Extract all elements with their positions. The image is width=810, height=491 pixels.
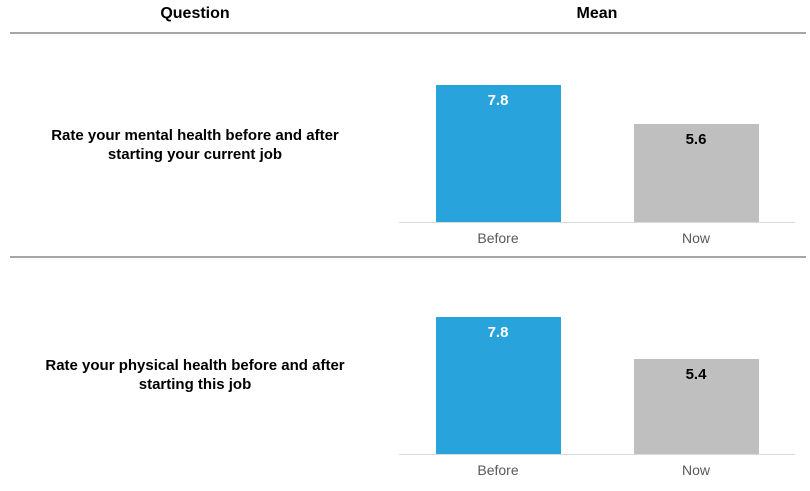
bar-before: 7.8 — [435, 317, 561, 454]
x-axis: Before Now — [399, 454, 795, 480]
bar-chart-physical-health: 7.8 5.4 Before Now — [399, 258, 795, 491]
question-text-physical-health: Rate your physical health before and aft… — [45, 356, 345, 393]
column-header-question: Question — [160, 5, 230, 22]
table-row-mental-health: Rate your mental health before and after… — [0, 34, 810, 256]
x-axis-label-now: Now — [681, 462, 710, 478]
bar-band-now: 5.4 — [597, 314, 795, 454]
bar-before: 7.8 — [435, 85, 561, 222]
x-axis-label-now: Now — [681, 230, 710, 246]
bar-value-label: 5.6 — [685, 131, 707, 148]
bar-now: 5.4 — [633, 359, 759, 454]
bar-chart-mental-health: 7.8 5.6 Before Now — [399, 34, 795, 256]
question-text-mental-health: Rate your mental health before and after… — [51, 127, 339, 163]
bar-band-before: 7.8 — [399, 314, 597, 454]
x-axis: Before Now — [399, 222, 795, 248]
bar-value-label: 5.4 — [685, 366, 707, 383]
column-header-mean: Mean — [576, 5, 618, 22]
bar-value-label: 7.8 — [487, 324, 509, 341]
x-axis-label-before: Before — [477, 462, 519, 478]
plot-area: 7.8 5.4 — [399, 314, 795, 454]
table-row-physical-health: Rate your physical health before and aft… — [0, 258, 810, 491]
table-header-row: Question Mean — [0, 0, 810, 32]
header-divider-line — [10, 32, 806, 34]
bar-value-label: 7.8 — [487, 92, 509, 109]
plot-area: 7.8 5.6 — [399, 82, 795, 222]
row-divider-line — [10, 256, 806, 258]
bar-band-now: 5.6 — [597, 82, 795, 222]
x-axis-label-before: Before — [477, 230, 519, 246]
bar-now: 5.6 — [633, 124, 759, 222]
bar-band-before: 7.8 — [399, 82, 597, 222]
